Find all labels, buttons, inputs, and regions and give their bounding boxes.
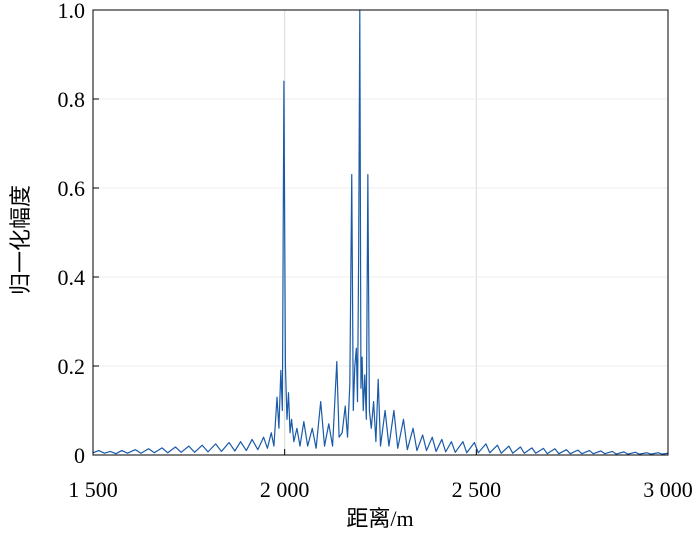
x-tick-label: 1 500 — [68, 477, 118, 502]
x-axis-title: 距离/m — [346, 506, 413, 531]
y-tick-label: 0.2 — [58, 354, 86, 379]
y-tick-label: 1.0 — [58, 0, 86, 23]
y-tick-label: 0.4 — [58, 265, 86, 290]
plot-frame — [92, 9, 669, 456]
series-line — [92, 9, 669, 455]
x-tick-label: 2 000 — [260, 477, 310, 502]
y-axis-title: 归一化幅度 — [8, 185, 33, 295]
x-tick-label: 3 000 — [643, 477, 693, 502]
y-tick-label: 0.8 — [58, 87, 86, 112]
x-tick-label: 2 500 — [452, 477, 502, 502]
y-tick-label: 0 — [74, 443, 85, 468]
y-tick-label: 0.6 — [58, 176, 86, 201]
